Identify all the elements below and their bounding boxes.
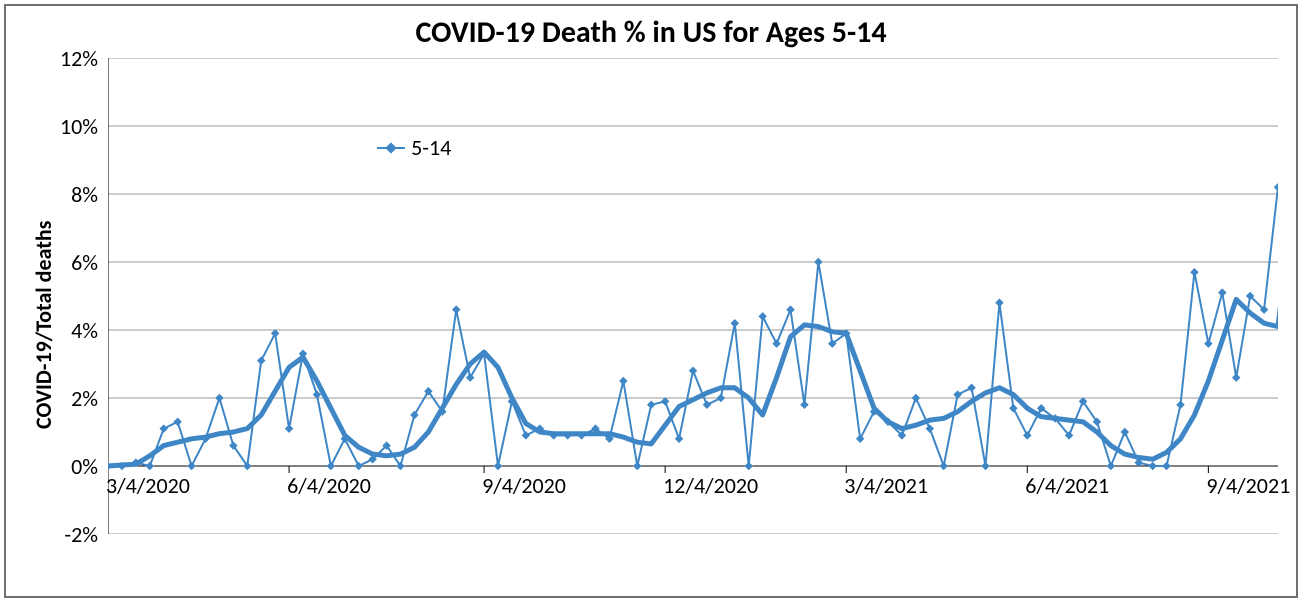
diamond-marker-icon bbox=[173, 418, 181, 426]
diamond-marker-icon bbox=[633, 462, 641, 470]
diamond-marker-icon bbox=[731, 319, 739, 327]
x-tick-label: 6/4/2021 bbox=[1025, 472, 1109, 499]
x-tick-label: 6/4/2020 bbox=[287, 472, 371, 499]
diamond-marker-icon bbox=[159, 424, 167, 432]
x-tick-label: 3/4/2020 bbox=[106, 472, 190, 499]
diamond-marker-icon bbox=[926, 424, 934, 432]
diamond-marker-icon bbox=[522, 431, 530, 439]
diamond-marker-icon bbox=[1204, 339, 1212, 347]
diamond-marker-icon bbox=[912, 394, 920, 402]
diamond-marker-icon bbox=[410, 411, 418, 419]
diamond-marker-icon bbox=[146, 462, 154, 470]
chart-container: COVID-19 Death % in US for Ages 5-14 COV… bbox=[0, 0, 1302, 602]
diamond-marker-icon bbox=[1274, 183, 1278, 191]
diamond-marker-icon bbox=[995, 299, 1003, 307]
diamond-marker-icon bbox=[647, 401, 655, 409]
chart-outer-border: COVID-19 Death % in US for Ages 5-14 COV… bbox=[4, 4, 1298, 598]
diamond-marker-icon bbox=[354, 462, 362, 470]
diamond-marker-icon bbox=[744, 462, 752, 470]
legend-label: 5-14 bbox=[411, 134, 451, 161]
diamond-marker-icon bbox=[1148, 462, 1156, 470]
legend-line-sample bbox=[377, 147, 405, 149]
diamond-marker-icon bbox=[856, 435, 864, 443]
diamond-marker-icon bbox=[772, 339, 780, 347]
y-tick-label: 8% bbox=[71, 181, 98, 208]
x-tick-label: 9/4/2020 bbox=[482, 472, 566, 499]
diamond-marker-icon bbox=[619, 377, 627, 385]
diamond-marker-icon bbox=[1162, 462, 1170, 470]
y-tick-label: -2% bbox=[64, 521, 98, 548]
y-tick-label: 12% bbox=[60, 45, 98, 72]
diamond-marker-icon bbox=[689, 367, 697, 375]
diamond-marker-icon bbox=[215, 394, 223, 402]
diamond-marker-icon bbox=[1190, 268, 1198, 276]
diamond-marker-icon bbox=[1121, 428, 1129, 436]
diamond-marker-icon bbox=[327, 462, 335, 470]
diamond-marker-icon bbox=[452, 305, 460, 313]
x-tick-label: 9/4/2021 bbox=[1206, 472, 1290, 499]
diamond-marker-icon bbox=[939, 462, 947, 470]
y-tick-label: 4% bbox=[71, 317, 98, 344]
diamond-marker-icon bbox=[675, 435, 683, 443]
x-tick-label: 12/4/2020 bbox=[663, 472, 758, 499]
diamond-marker-icon bbox=[257, 356, 265, 364]
y-tick-label: 6% bbox=[71, 249, 98, 276]
diamond-marker-icon bbox=[1107, 462, 1115, 470]
diamond-marker-icon bbox=[1176, 401, 1184, 409]
diamond-marker-icon bbox=[800, 401, 808, 409]
diamond-marker-icon bbox=[1232, 373, 1240, 381]
diamond-marker-icon bbox=[494, 462, 502, 470]
y-tick-label: 2% bbox=[71, 385, 98, 412]
y-tick-label: 10% bbox=[60, 113, 98, 140]
diamond-marker-icon bbox=[814, 258, 822, 266]
diamond-marker-icon bbox=[1009, 404, 1017, 412]
plot-area bbox=[108, 58, 1278, 534]
diamond-marker-icon bbox=[703, 401, 711, 409]
y-axis-title: COVID-19/Total deaths bbox=[30, 221, 57, 429]
x-tick-label: 3/4/2021 bbox=[844, 472, 928, 499]
y-tick-label: 0% bbox=[71, 453, 98, 480]
diamond-marker-icon bbox=[717, 394, 725, 402]
series-line-smoothed bbox=[108, 211, 1278, 466]
diamond-marker-icon bbox=[786, 305, 794, 313]
series-line-5-14 bbox=[108, 136, 1278, 466]
diamond-marker-icon bbox=[1218, 288, 1226, 296]
diamond-marker-icon bbox=[187, 462, 195, 470]
diamond-marker-icon bbox=[385, 142, 396, 153]
diamond-marker-icon bbox=[285, 424, 293, 432]
chart-title: COVID-19 Death % in US for Ages 5-14 bbox=[6, 14, 1296, 51]
diamond-marker-icon bbox=[967, 384, 975, 392]
diamond-marker-icon bbox=[758, 312, 766, 320]
legend: 5-14 bbox=[377, 134, 451, 161]
diamond-marker-icon bbox=[1023, 431, 1031, 439]
diamond-marker-icon bbox=[466, 373, 474, 381]
diamond-marker-icon bbox=[981, 462, 989, 470]
